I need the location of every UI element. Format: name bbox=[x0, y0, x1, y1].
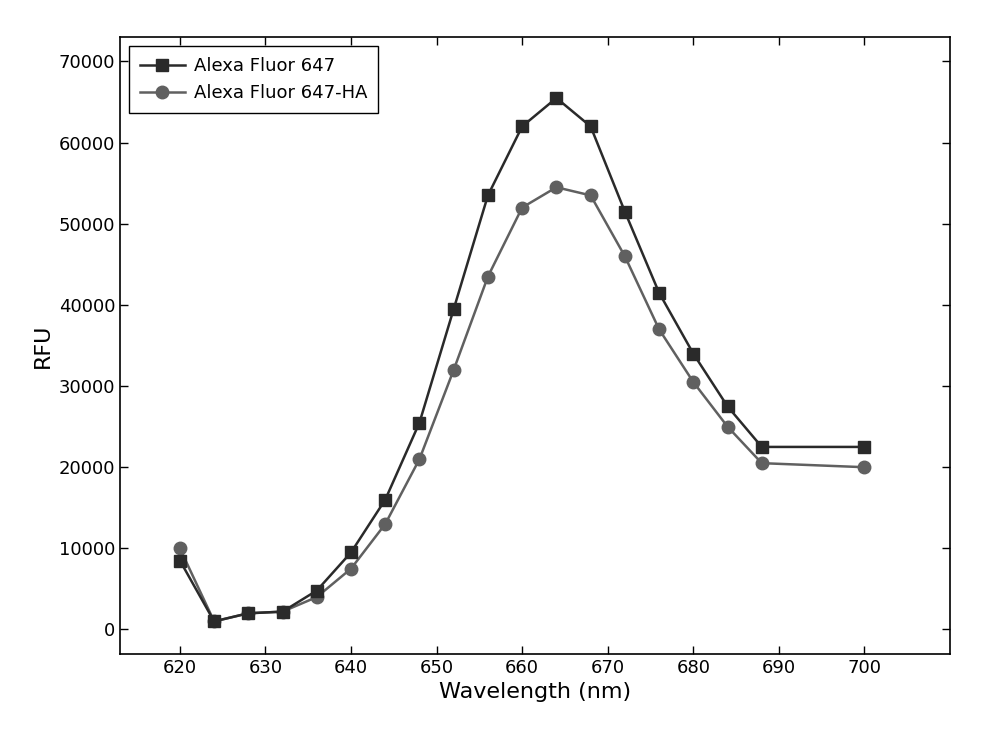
Alexa Fluor 647-HA bbox=[756, 458, 768, 467]
Alexa Fluor 647-HA bbox=[858, 463, 870, 472]
Y-axis label: RFU: RFU bbox=[33, 323, 53, 368]
Alexa Fluor 647-HA bbox=[516, 203, 528, 212]
Alexa Fluor 647-HA bbox=[345, 564, 357, 573]
Alexa Fluor 647 bbox=[482, 191, 494, 200]
Legend: Alexa Fluor 647, Alexa Fluor 647-HA: Alexa Fluor 647, Alexa Fluor 647-HA bbox=[129, 46, 378, 113]
Alexa Fluor 647 bbox=[277, 607, 289, 616]
Alexa Fluor 647 bbox=[756, 443, 768, 452]
Alexa Fluor 647 bbox=[174, 556, 186, 565]
Alexa Fluor 647 bbox=[311, 586, 323, 595]
Alexa Fluor 647-HA bbox=[619, 252, 631, 261]
Alexa Fluor 647-HA bbox=[653, 325, 665, 334]
Alexa Fluor 647 bbox=[722, 402, 734, 411]
Alexa Fluor 647 bbox=[379, 495, 391, 504]
Alexa Fluor 647 bbox=[413, 418, 425, 427]
Alexa Fluor 647 bbox=[208, 617, 220, 626]
Alexa Fluor 647-HA bbox=[208, 617, 220, 626]
Alexa Fluor 647 bbox=[687, 349, 699, 358]
Alexa Fluor 647 bbox=[516, 122, 528, 131]
Alexa Fluor 647 bbox=[345, 548, 357, 557]
Alexa Fluor 647 bbox=[550, 94, 562, 103]
Alexa Fluor 647 bbox=[242, 609, 254, 617]
X-axis label: Wavelength (nm): Wavelength (nm) bbox=[439, 682, 631, 702]
Alexa Fluor 647-HA bbox=[585, 191, 597, 200]
Line: Alexa Fluor 647-HA: Alexa Fluor 647-HA bbox=[174, 181, 871, 628]
Alexa Fluor 647-HA bbox=[687, 377, 699, 386]
Alexa Fluor 647 bbox=[448, 305, 460, 314]
Alexa Fluor 647-HA bbox=[379, 519, 391, 528]
Alexa Fluor 647-HA bbox=[277, 607, 289, 616]
Alexa Fluor 647-HA bbox=[550, 183, 562, 192]
Alexa Fluor 647 bbox=[858, 443, 870, 452]
Line: Alexa Fluor 647: Alexa Fluor 647 bbox=[174, 92, 870, 627]
Alexa Fluor 647-HA bbox=[174, 544, 186, 553]
Alexa Fluor 647-HA bbox=[482, 272, 494, 281]
Alexa Fluor 647-HA bbox=[413, 455, 425, 464]
Alexa Fluor 647-HA bbox=[311, 593, 323, 602]
Alexa Fluor 647-HA bbox=[242, 609, 254, 617]
Alexa Fluor 647 bbox=[653, 288, 665, 297]
Alexa Fluor 647 bbox=[585, 122, 597, 131]
Alexa Fluor 647 bbox=[619, 207, 631, 216]
Alexa Fluor 647-HA bbox=[448, 366, 460, 374]
Alexa Fluor 647-HA bbox=[722, 422, 734, 431]
